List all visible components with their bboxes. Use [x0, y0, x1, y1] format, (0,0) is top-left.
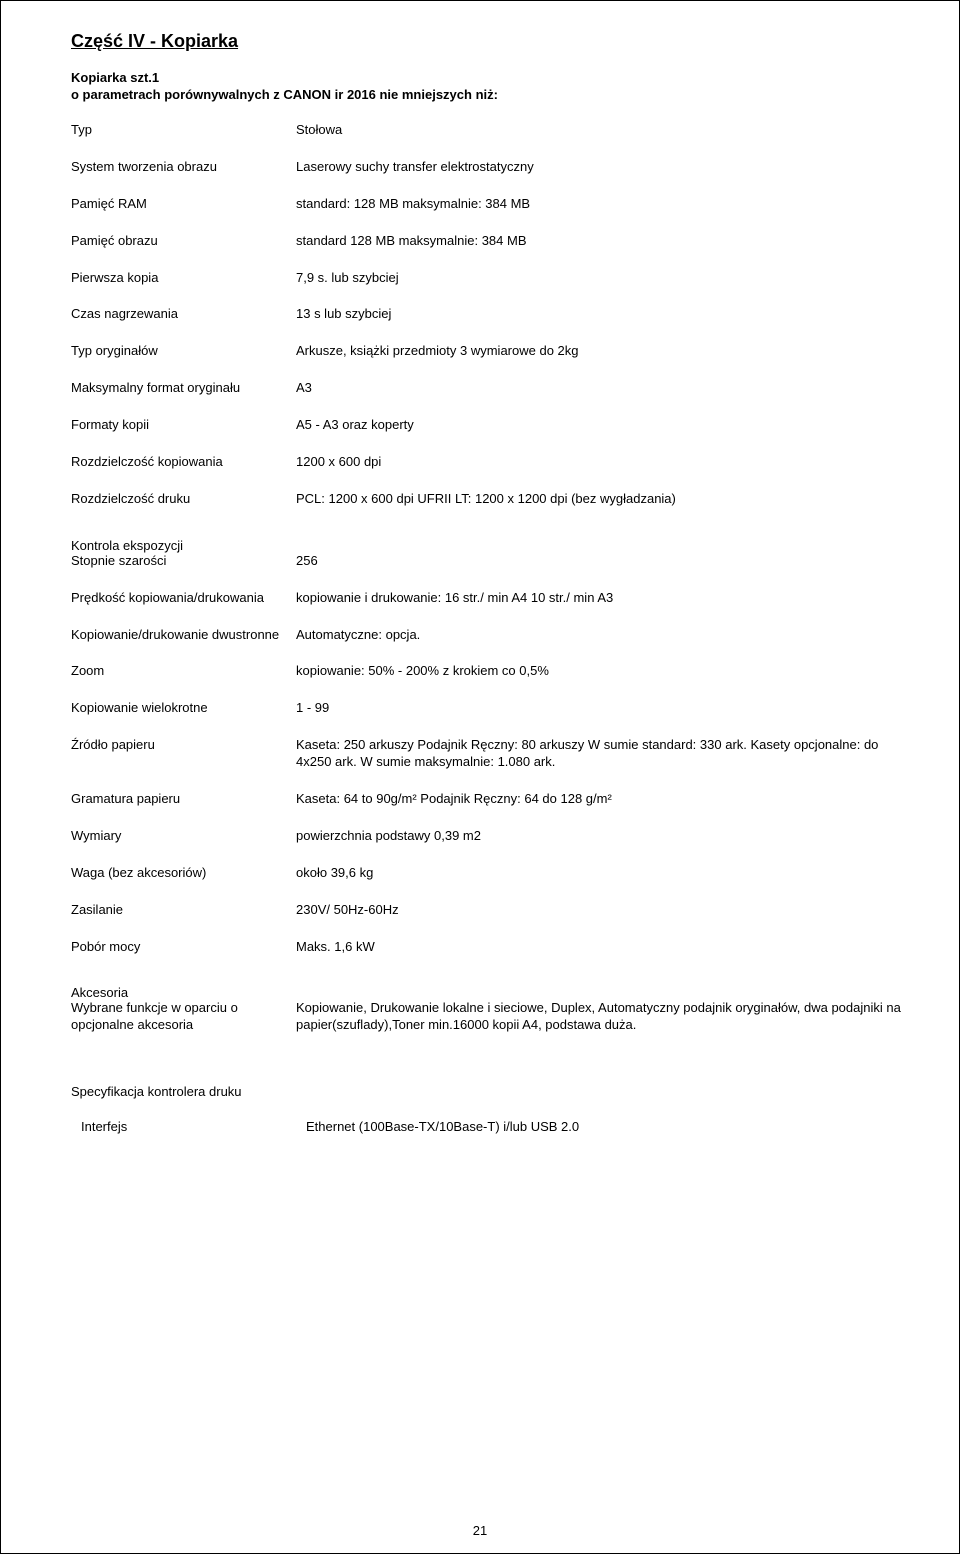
spec-value: Laserowy suchy transfer elektrostatyczny — [296, 159, 904, 176]
spec-value: 7,9 s. lub szybciej — [296, 270, 904, 287]
spec-label: Typ oryginałów — [71, 343, 296, 360]
spec-label: Interfejs — [81, 1119, 306, 1136]
spec-label: Gramatura papieru — [71, 791, 296, 808]
spec-value: 1200 x 600 dpi — [296, 454, 904, 471]
spec-label: Stopnie szarości — [71, 553, 296, 570]
spec-row: InterfejsEthernet (100Base-TX/10Base-T) … — [81, 1119, 904, 1136]
spec-row: Źródło papieruKaseta: 250 arkuszy Podajn… — [71, 737, 904, 771]
spec-row: Czas nagrzewania13 s lub szybciej — [71, 306, 904, 323]
spec-row: Wymiarypowierzchnia podstawy 0,39 m2 — [71, 828, 904, 845]
document-page: Część IV - Kopiarka Kopiarka szt.1 o par… — [0, 0, 960, 1554]
spec-label: Typ — [71, 122, 296, 139]
spec-value: około 39,6 kg — [296, 865, 904, 882]
spec-label: System tworzenia obrazu — [71, 159, 296, 176]
spec-label: Pamięć RAM — [71, 196, 296, 213]
section-title: Część IV - Kopiarka — [71, 31, 904, 52]
group-header-exposure: Kontrola ekspozycji — [71, 538, 904, 553]
spec-label: Zoom — [71, 663, 296, 680]
spec-row: Zoomkopiowanie: 50% - 200% z krokiem co … — [71, 663, 904, 680]
spec-row: Kopiowanie/drukowanie dwustronneAutomaty… — [71, 627, 904, 644]
spec-value: PCL: 1200 x 600 dpi UFRII LT: 1200 x 120… — [296, 491, 904, 508]
spec-group-exposure: Stopnie szarości256 Prędkość kopiowania/d… — [71, 553, 904, 956]
spec-value: Kaseta: 250 arkuszy Podajnik Ręczny: 80 … — [296, 737, 904, 771]
spec-row: Pierwsza kopia7,9 s. lub szybciej — [71, 270, 904, 287]
spec-value: A5 - A3 oraz koperty — [296, 417, 904, 434]
spec-value: 13 s lub szybciej — [296, 306, 904, 323]
group-header-controller: Specyfikacja kontrolera druku — [71, 1084, 904, 1099]
spec-label: Pamięć obrazu — [71, 233, 296, 250]
subheader-line1: Kopiarka szt.1 — [71, 70, 904, 85]
spec-value: Arkusze, książki przedmioty 3 wymiarowe … — [296, 343, 904, 360]
spec-label: Zasilanie — [71, 902, 296, 919]
subheader-line2: o parametrach porównywalnych z CANON ir … — [71, 87, 904, 102]
spec-value: A3 — [296, 380, 904, 397]
spec-row: Typ oryginałówArkusze, książki przedmiot… — [71, 343, 904, 360]
spec-label: Czas nagrzewania — [71, 306, 296, 323]
spec-row: Gramatura papieruKaseta: 64 to 90g/m² Po… — [71, 791, 904, 808]
spec-label: Pobór mocy — [71, 939, 296, 956]
spec-row: Zasilanie230V/ 50Hz-60Hz — [71, 902, 904, 919]
group-header-accessories: Akcesoria — [71, 985, 904, 1000]
spec-label: Pierwsza kopia — [71, 270, 296, 287]
spec-label: Rozdzielczość druku — [71, 491, 296, 508]
spec-value: powierzchnia podstawy 0,39 m2 — [296, 828, 904, 845]
spec-value: Automatyczne: opcja. — [296, 627, 904, 644]
spec-row: Formaty kopiiA5 - A3 oraz koperty — [71, 417, 904, 434]
spec-value: Stołowa — [296, 122, 904, 139]
spec-label: Rozdzielczość kopiowania — [71, 454, 296, 471]
spec-value: standard 128 MB maksymalnie: 384 MB — [296, 233, 904, 250]
spec-value: Maks. 1,6 kW — [296, 939, 904, 956]
spec-group-controller: InterfejsEthernet (100Base-TX/10Base-T) … — [71, 1119, 904, 1136]
spec-label: Formaty kopii — [71, 417, 296, 434]
spec-value: 230V/ 50Hz-60Hz — [296, 902, 904, 919]
spec-label: Prędkość kopiowania/drukowania — [71, 590, 296, 607]
spec-row: Pobór mocyMaks. 1,6 kW — [71, 939, 904, 956]
spec-label: Kopiowanie wielokrotne — [71, 700, 296, 717]
spec-value: Kaseta: 64 to 90g/m² Podajnik Ręczny: 64… — [296, 791, 904, 808]
spec-row: Rozdzielczość drukuPCL: 1200 x 600 dpi U… — [71, 491, 904, 508]
spec-value: Ethernet (100Base-TX/10Base-T) i/lub USB… — [306, 1119, 904, 1136]
spec-value: Kopiowanie, Drukowanie lokalne i sieciow… — [296, 1000, 904, 1034]
spec-value: 256 — [296, 553, 904, 570]
spec-group-main: TypStołowa System tworzenia obrazuLaserow… — [71, 122, 904, 508]
spec-label: Wybrane funkcje w oparciu o opcjonalne a… — [71, 1000, 296, 1034]
spec-row: Stopnie szarości256 — [71, 553, 904, 570]
spec-row: Pamięć obrazustandard 128 MB maksymalnie… — [71, 233, 904, 250]
spec-row: TypStołowa — [71, 122, 904, 139]
spec-row: Pamięć RAMstandard: 128 MB maksymalnie: … — [71, 196, 904, 213]
page-number: 21 — [473, 1523, 487, 1538]
spec-label: Źródło papieru — [71, 737, 296, 754]
spec-row: System tworzenia obrazuLaserowy suchy tr… — [71, 159, 904, 176]
spec-value: standard: 128 MB maksymalnie: 384 MB — [296, 196, 904, 213]
spec-label: Maksymalny format oryginału — [71, 380, 296, 397]
spec-row: Rozdzielczość kopiowania1200 x 600 dpi — [71, 454, 904, 471]
spec-value: kopiowanie i drukowanie: 16 str./ min A4… — [296, 590, 904, 607]
spec-label: Waga (bez akcesoriów) — [71, 865, 296, 882]
spec-label: Wymiary — [71, 828, 296, 845]
spec-row: Maksymalny format oryginałuA3 — [71, 380, 904, 397]
spec-label: Kopiowanie/drukowanie dwustronne — [71, 627, 296, 644]
spec-group-accessories: Wybrane funkcje w oparciu o opcjonalne a… — [71, 1000, 904, 1034]
spec-row: Kopiowanie wielokrotne1 - 99 — [71, 700, 904, 717]
spec-value: kopiowanie: 50% - 200% z krokiem co 0,5% — [296, 663, 904, 680]
spec-row: Waga (bez akcesoriów)około 39,6 kg — [71, 865, 904, 882]
spec-row: Wybrane funkcje w oparciu o opcjonalne a… — [71, 1000, 904, 1034]
spec-value: 1 - 99 — [296, 700, 904, 717]
spec-row: Prędkość kopiowania/drukowaniakopiowanie… — [71, 590, 904, 607]
